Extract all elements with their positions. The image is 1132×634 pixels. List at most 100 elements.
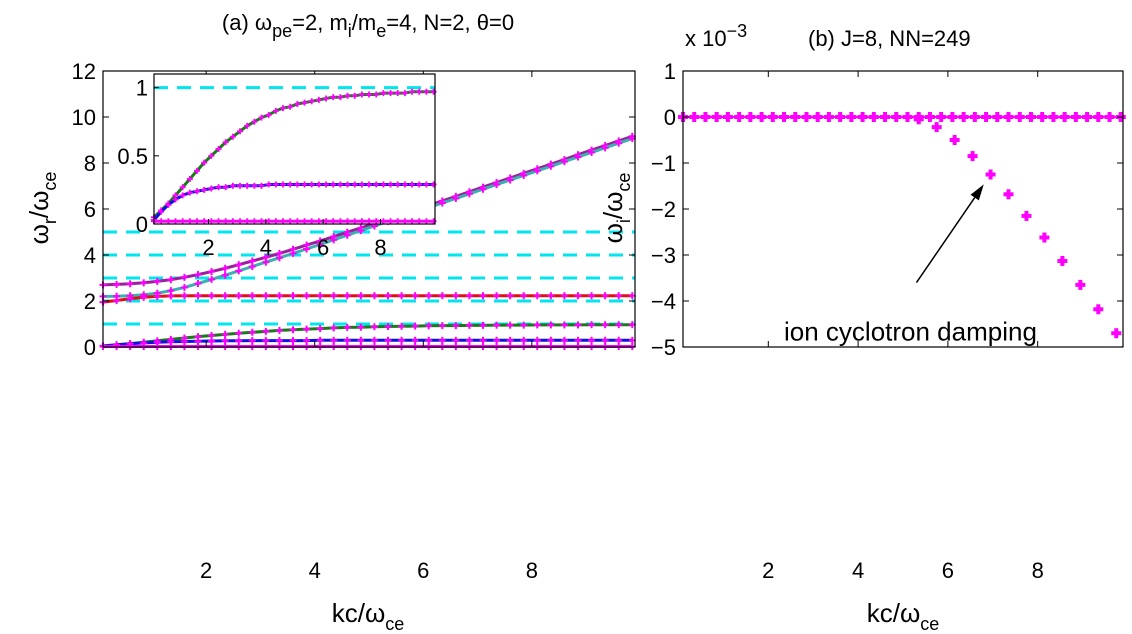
panel-b-point [812, 112, 823, 122]
inset-background [154, 74, 435, 224]
panel-b-point [689, 112, 700, 122]
series-1-point [574, 153, 582, 161]
series-3-point [303, 325, 311, 333]
b-y-tick-label: −5 [651, 335, 676, 360]
panel-b-annotation: ion cyclotron damping [784, 184, 1037, 347]
series-4-point [289, 337, 297, 345]
panel-b-point [835, 112, 846, 122]
series-4-point [262, 337, 270, 345]
inset-series-4-point [272, 181, 279, 188]
series-0-point [235, 261, 243, 269]
inset-series-4-point [244, 182, 251, 189]
b-x-tick-label: 2 [762, 558, 774, 583]
inset-series-3-point [280, 105, 287, 112]
series-4-point [330, 336, 338, 344]
b-y-tick-label: 1 [664, 59, 676, 84]
inset-series-5-point [330, 218, 337, 225]
series-1-point [235, 267, 243, 275]
series-4-point [574, 336, 582, 344]
series-2-point [533, 292, 541, 300]
inset-series-4-point [380, 181, 387, 188]
panel-b-point [779, 112, 790, 122]
series-2-point [153, 292, 161, 300]
panel-b-point [967, 151, 978, 162]
panel-b-title: (b) J=8, NN=249 [808, 26, 971, 51]
inset-series-3-point [351, 92, 358, 99]
series-3-point [615, 321, 623, 329]
series-3-point [506, 321, 514, 329]
series-4-point [398, 336, 406, 344]
panel-b-point [711, 112, 722, 122]
inset-series-4-point [186, 189, 193, 196]
series-2-point [574, 292, 582, 300]
panel-b-point [931, 122, 942, 133]
inset-series-5-point [366, 218, 373, 225]
series-4-point [248, 337, 256, 345]
inset-series-3-point [229, 133, 236, 140]
panel-b-point [902, 112, 913, 122]
inset-series-3-point [409, 88, 416, 95]
series-2-point [547, 292, 555, 300]
series-2-point [588, 292, 596, 300]
panel-b-point [857, 112, 868, 122]
series-1-point [588, 148, 596, 156]
series-line-1 [102, 137, 633, 298]
annotation-arrow-line [915, 197, 976, 284]
inset-series-5-point [294, 218, 301, 225]
panel-a-ylabel: ωr/ωce [24, 172, 60, 245]
series-4-point [411, 336, 419, 344]
series-2-point [411, 292, 419, 300]
series-2-point [357, 292, 365, 300]
series-2-point [465, 292, 473, 300]
series-4-point [452, 336, 460, 344]
inset-series-3-point [179, 184, 186, 191]
inset-series-5-point [301, 218, 308, 225]
series-3-point [493, 321, 501, 329]
series-2-point [208, 292, 216, 300]
inset-series-5-point [308, 218, 315, 225]
series-0-point [194, 271, 202, 279]
inset-series-5-point [387, 218, 394, 225]
panel-b-point [1075, 279, 1086, 290]
series-line-3 [102, 323, 633, 348]
series-2-point [235, 292, 243, 300]
panel-b-point [1104, 112, 1115, 122]
panel-b-point [992, 112, 1003, 122]
panel-b-point [969, 112, 980, 122]
series-1-point [438, 199, 446, 207]
series-1-point [533, 167, 541, 175]
panel-b-point [767, 112, 778, 122]
series-4-point [370, 336, 378, 344]
series-4-point [588, 336, 596, 344]
y-tick-label: 2 [84, 289, 96, 314]
panel-b-point [985, 169, 996, 180]
series-2-point [180, 292, 188, 300]
inset-series-line-4 [152, 183, 434, 221]
b-y-tick-label: 0 [664, 105, 676, 130]
panel-b-point [1048, 112, 1059, 122]
series-2-point [330, 292, 338, 300]
inset-series-5-point [165, 218, 172, 225]
inset-series-3-point [258, 114, 265, 121]
series-2-point [520, 292, 528, 300]
panel-b-point [1039, 232, 1050, 243]
series-2-point [262, 292, 270, 300]
panel-a: (a) ωpe=2, mi/me=4, N=2, θ=0 2 4 6 8 0 2 4 6 8 1… [24, 10, 636, 634]
series-2-point [615, 292, 623, 300]
series-4-point [479, 336, 487, 344]
series-4-point [615, 336, 623, 344]
panel-b: x 10−3 (b) J=8, NN=249 2 4 6 8 −5 −4 −3 −2 −1 0 1… [598, 21, 1126, 634]
b-y-tick-label: −2 [651, 197, 676, 222]
series-3-point [520, 321, 528, 329]
x-tick-label: 8 [526, 558, 538, 583]
series-1-point [560, 158, 568, 166]
inset-series-4-point [423, 181, 430, 188]
inset-series-4-point [401, 181, 408, 188]
inset-series-line-3 [152, 90, 434, 219]
inset-series-5-point [272, 218, 279, 225]
series-3-point [479, 321, 487, 329]
inset-series-5-point [416, 218, 423, 225]
series-2-point [275, 292, 283, 300]
panel-b-point [1093, 304, 1104, 315]
